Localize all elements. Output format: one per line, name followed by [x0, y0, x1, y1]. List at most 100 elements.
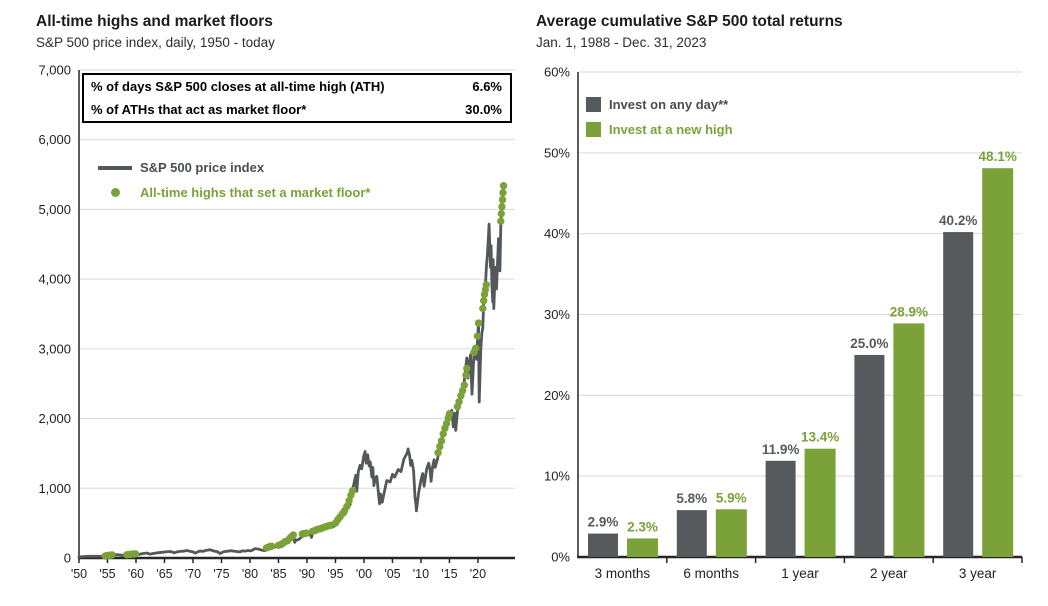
bar — [588, 533, 618, 557]
ath-dot — [108, 551, 116, 559]
svg-text:3 months: 3 months — [595, 566, 651, 581]
line-chart-legend: S&P 500 price index All-time highs that … — [98, 155, 370, 205]
green-square-swatch-icon — [586, 122, 601, 137]
bar — [893, 323, 925, 557]
line-swatch-icon — [98, 165, 132, 170]
svg-text:5.8%: 5.8% — [676, 491, 707, 506]
ath-dot — [474, 319, 483, 327]
ath-dot — [463, 364, 471, 373]
bar — [715, 509, 747, 557]
gray-square-swatch-icon — [586, 97, 601, 112]
legend-item-ath: All-time highs that set a market floor* — [98, 180, 370, 205]
ath-dot — [473, 332, 482, 340]
line-chart-panel: All-time highs and market floors S&P 500… — [36, 0, 522, 606]
ath-dot — [479, 304, 487, 313]
svg-text:'85: '85 — [270, 567, 286, 581]
svg-text:28.9%: 28.9% — [890, 304, 928, 319]
legend-item-any-day: Invest on any day** — [586, 92, 733, 117]
dot-swatch-icon — [110, 188, 120, 197]
ath-dot — [289, 531, 297, 539]
stats-label: % of ATHs that act as market floor* — [91, 102, 307, 117]
bar-chart-title: Average cumulative S&P 500 total returns — [536, 13, 843, 30]
bar-chart-legend: Invest on any day** Invest at a new high — [586, 92, 733, 142]
ath-dot — [445, 410, 454, 418]
svg-text:4,000: 4,000 — [38, 272, 71, 287]
ath-dot — [439, 430, 447, 438]
ath-floor-dots — [101, 182, 508, 560]
bars-series-0 — [588, 232, 974, 558]
ath-dot — [480, 297, 488, 305]
bar-chart-panel: Average cumulative S&P 500 total returns… — [536, 0, 1048, 606]
svg-text:2.3%: 2.3% — [627, 519, 658, 534]
ath-dot — [498, 202, 506, 211]
svg-text:2.9%: 2.9% — [588, 515, 619, 530]
ath-dot — [343, 502, 351, 511]
y-axis-labels: 0% 10% 20% 30% 40% 50% 60% — [544, 65, 570, 565]
ath-stats-box: % of days S&P 500 closes at all-time hig… — [82, 73, 512, 123]
ath-dot — [499, 182, 508, 190]
ath-dot — [472, 344, 480, 352]
legend-item-new-high: Invest at a new high — [586, 117, 733, 142]
svg-text:'95: '95 — [327, 567, 343, 581]
svg-text:'75: '75 — [213, 567, 229, 581]
y-axis-labels: 0 1,000 2,000 3,000 4,000 5,000 6,000 7,000 — [38, 63, 71, 566]
legend-item-sp500: S&P 500 price index — [98, 155, 370, 180]
bar-value-labels-series-0: 2.9% 5.8% 11.9% 25.0% 40.2% — [588, 213, 978, 530]
svg-text:2,000: 2,000 — [38, 411, 71, 426]
ath-dot — [267, 542, 276, 550]
svg-text:'60: '60 — [128, 567, 144, 581]
stats-label: % of days S&P 500 closes at all-time hig… — [91, 79, 385, 94]
svg-text:13.4%: 13.4% — [801, 430, 839, 445]
bar — [804, 448, 836, 557]
ath-dot — [497, 217, 505, 225]
bars-series-1 — [627, 168, 1014, 558]
svg-text:30%: 30% — [544, 307, 570, 322]
bar-value-labels-series-1: 2.3% 5.9% 13.4% 28.9% 48.1% — [627, 149, 1017, 534]
legend-label: S&P 500 price index — [140, 160, 265, 175]
ath-dot — [498, 196, 507, 204]
svg-text:'55: '55 — [99, 567, 115, 581]
ath-dot — [455, 398, 463, 406]
svg-text:5,000: 5,000 — [38, 202, 71, 217]
line-chart-title: All-time highs and market floors — [36, 13, 273, 30]
svg-text:48.1%: 48.1% — [979, 149, 1017, 164]
ath-dot — [462, 371, 470, 379]
svg-text:7,000: 7,000 — [38, 63, 71, 78]
legend-label: All-time highs that set a market floor* — [140, 185, 371, 200]
svg-text:6 months: 6 months — [683, 566, 739, 581]
ath-dot — [302, 529, 311, 537]
x-axis-ticks — [666, 557, 1023, 563]
svg-text:50%: 50% — [544, 145, 570, 160]
stats-value: 30.0% — [465, 102, 502, 117]
ath-dot — [434, 449, 442, 457]
svg-text:'65: '65 — [156, 567, 172, 581]
stats-row: % of ATHs that act as market floor* 30.0… — [84, 98, 510, 121]
x-axis-ticks: '50 '55 '60 '65 '70 '75 '80 '85 '90 '95 '00 '05 '10 '… — [71, 558, 486, 581]
bar — [676, 510, 707, 557]
svg-text:11.9%: 11.9% — [762, 442, 800, 457]
ath-dot — [482, 281, 490, 289]
ath-dot — [436, 442, 444, 451]
svg-text:'10: '10 — [413, 567, 429, 581]
svg-text:'90: '90 — [299, 567, 315, 581]
bar — [982, 168, 1014, 558]
line-chart-subtitle: S&P 500 price index, daily, 1950 - today — [36, 35, 275, 50]
svg-text:60%: 60% — [544, 65, 570, 80]
svg-text:'70: '70 — [185, 567, 201, 581]
bar-chart-plot: 0% 10% 20% 30% 40% 50% 60% 2.9% 5.8% 11.9% 25.0% 40… — [544, 65, 1023, 581]
svg-text:'50: '50 — [71, 567, 87, 581]
svg-text:10%: 10% — [544, 469, 570, 484]
svg-text:1,000: 1,000 — [38, 481, 71, 496]
legend-label: Invest at a new high — [609, 122, 733, 137]
category-labels: 3 months 6 months 1 year 2 year 3 year — [595, 566, 997, 581]
ath-dot — [442, 419, 451, 428]
svg-text:3,000: 3,000 — [38, 341, 71, 356]
svg-text:5.9%: 5.9% — [716, 490, 747, 505]
bar — [943, 232, 974, 558]
svg-text:'05: '05 — [384, 567, 400, 581]
svg-text:1 year: 1 year — [781, 566, 819, 581]
y-gridlines — [79, 69, 515, 489]
svg-text:25.0%: 25.0% — [850, 336, 888, 351]
